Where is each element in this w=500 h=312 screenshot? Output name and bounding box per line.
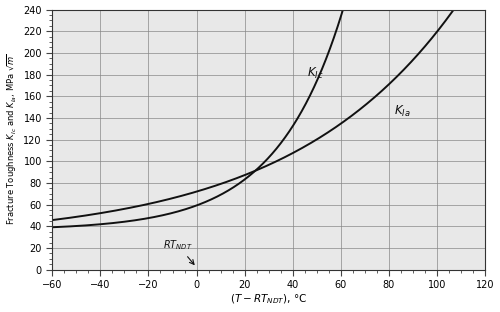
Y-axis label: Fracture Toughness $K_{Ic}$ and $K_{Ia}$, MPa $\sqrt{m}$: Fracture Toughness $K_{Ic}$ and $K_{Ia}$… [6,54,19,226]
Text: $RT_{NDT}$: $RT_{NDT}$ [163,238,194,264]
Text: $K_{Ia}$: $K_{Ia}$ [394,104,410,119]
Text: $K_{Ic}$: $K_{Ic}$ [307,66,324,81]
X-axis label: $(T-RT_{NDT})$, °C: $(T-RT_{NDT})$, °C [230,293,307,306]
